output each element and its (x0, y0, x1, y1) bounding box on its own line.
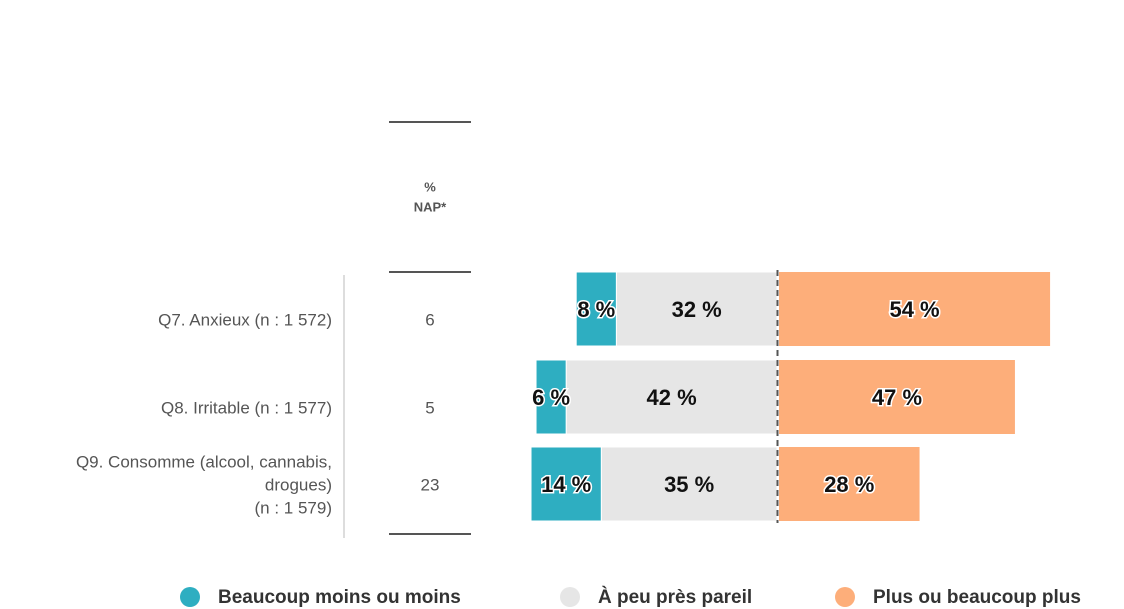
data-label: 47 % (872, 385, 922, 410)
category-label: drogues) (265, 475, 332, 494)
nap-value: 5 (425, 398, 434, 417)
legend-label: À peu près pareil (598, 586, 752, 608)
data-label: 35 % (664, 472, 714, 497)
legend-swatch (180, 587, 200, 607)
bar-segment (565, 359, 778, 435)
legend-label: Beaucoup moins ou moins (218, 587, 461, 608)
data-label: 28 % (824, 472, 874, 497)
data-label: 42 % (647, 385, 697, 410)
data-label: 8 % (577, 297, 615, 322)
legend-label: Plus ou beaucoup plus (873, 587, 1081, 608)
bar-segment (779, 447, 920, 521)
category-label: Q7. Anxieux (n : 1 572) (158, 310, 332, 329)
category-label: Q9. Consomme (alcool, cannabis, (76, 452, 332, 471)
data-label: 54 % (889, 297, 939, 322)
category-label: Q8. Irritable (n : 1 577) (161, 398, 332, 417)
data-label: 14 % (541, 472, 591, 497)
legend-swatch (560, 587, 580, 607)
data-label: 6 % (532, 385, 570, 410)
bar-segment (575, 271, 617, 347)
nap-header: NAP* (414, 199, 447, 214)
nap-header: % (424, 179, 436, 194)
bar-segment (535, 359, 567, 435)
category-label: (n : 1 579) (255, 498, 333, 517)
data-label: 32 % (672, 297, 722, 322)
nap-value: 23 (421, 475, 440, 494)
bar-segment (615, 271, 778, 347)
bar-segment (779, 272, 1051, 346)
legend-swatch (835, 587, 855, 607)
nap-value: 6 (425, 310, 434, 329)
bar-segment (530, 446, 602, 522)
bar-segment (779, 360, 1015, 434)
